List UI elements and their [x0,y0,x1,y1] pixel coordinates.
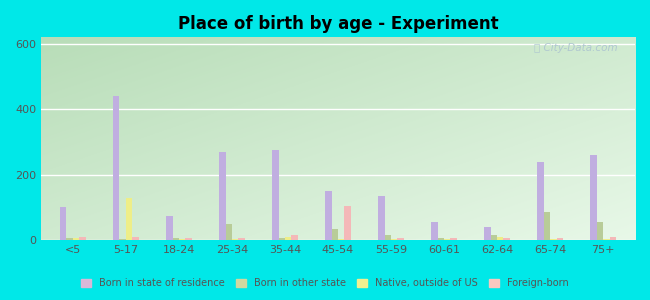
Bar [450,238,457,240]
Text: ⓘ City-Data.com: ⓘ City-Data.com [534,44,618,53]
Bar [590,155,597,240]
Bar [437,238,444,240]
Bar [544,212,550,240]
Bar [239,238,244,240]
Bar [484,227,491,240]
Bar [272,150,279,240]
Bar [538,162,544,240]
Bar [113,96,120,240]
Bar [332,229,338,240]
Bar [291,235,298,240]
Bar [73,238,79,240]
Bar [610,237,616,240]
Bar [556,238,563,240]
Bar [397,238,404,240]
Legend: Born in state of residence, Born in other state, Native, outside of US, Foreign-: Born in state of residence, Born in othe… [77,274,573,292]
Bar [432,222,437,240]
Bar [172,238,179,240]
Bar [185,238,192,240]
Bar [120,238,126,240]
Bar [219,152,226,240]
Bar [232,238,239,240]
Bar [338,238,344,240]
Bar [66,238,73,240]
Bar [132,237,138,240]
Bar [603,238,610,240]
Title: Place of birth by age - Experiment: Place of birth by age - Experiment [177,15,499,33]
Bar [79,237,86,240]
Bar [497,237,504,240]
Bar [285,237,291,240]
Bar [504,238,510,240]
Bar [344,206,351,240]
Bar [166,216,172,240]
Bar [385,235,391,240]
Bar [444,238,450,240]
Bar [179,238,185,240]
Bar [226,224,232,240]
Bar [126,198,132,240]
Bar [60,207,66,240]
Bar [391,238,397,240]
Bar [550,238,556,240]
Bar [491,235,497,240]
Bar [279,238,285,240]
Bar [378,196,385,240]
Bar [325,191,332,240]
Bar [597,222,603,240]
